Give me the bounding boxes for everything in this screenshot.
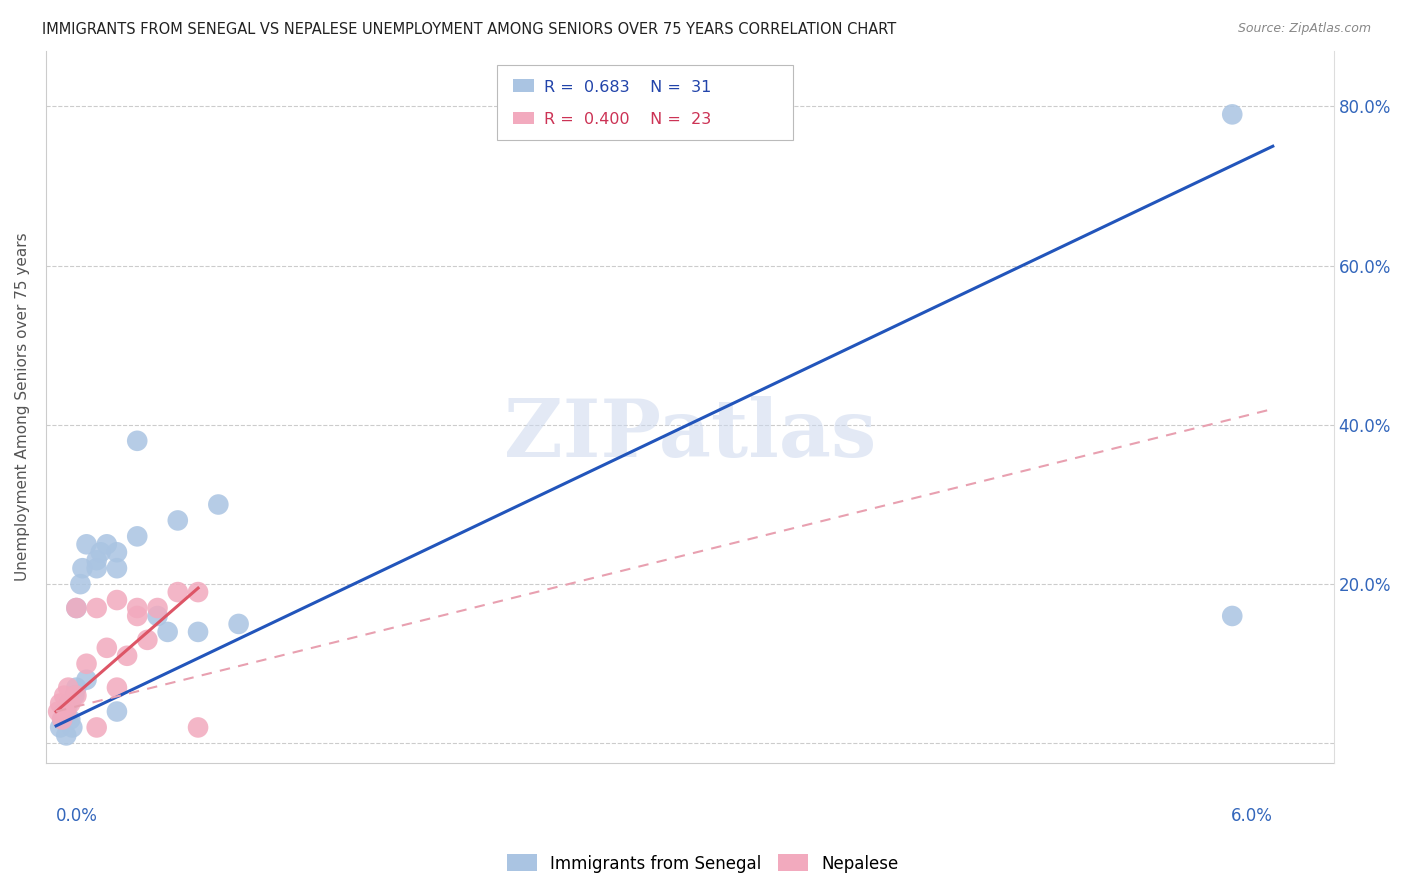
- FancyBboxPatch shape: [513, 112, 534, 124]
- Point: [69, 577, 91, 591]
- Point: [53, 689, 76, 703]
- Point: [51, 713, 73, 727]
- Point: [90, 545, 112, 559]
- Text: R =  0.400    N =  23: R = 0.400 N = 23: [544, 112, 711, 127]
- Point: [146, 609, 169, 624]
- Text: Source: ZipAtlas.com: Source: ZipAtlas.com: [1237, 22, 1371, 36]
- FancyBboxPatch shape: [513, 79, 534, 92]
- Point: [60, 721, 83, 735]
- Point: [65, 601, 87, 615]
- Point: [1220, 107, 1243, 121]
- Point: [136, 632, 159, 647]
- Point: [187, 721, 209, 735]
- Point: [58, 697, 80, 711]
- Text: IMMIGRANTS FROM SENEGAL VS NEPALESE UNEMPLOYMENT AMONG SENIORS OVER 75 YEARS COR: IMMIGRANTS FROM SENEGAL VS NEPALESE UNEM…: [42, 22, 897, 37]
- Point: [115, 648, 138, 663]
- Text: R =  0.683    N =  31: R = 0.683 N = 31: [544, 79, 711, 95]
- Point: [76, 657, 98, 671]
- Point: [127, 434, 149, 448]
- Point: [53, 705, 76, 719]
- Point: [156, 624, 179, 639]
- Point: [105, 561, 128, 575]
- Point: [166, 513, 188, 527]
- Point: [59, 713, 82, 727]
- Point: [105, 545, 128, 559]
- Point: [96, 537, 118, 551]
- Point: [59, 697, 82, 711]
- Point: [166, 585, 188, 599]
- Point: [55, 705, 77, 719]
- Point: [86, 601, 108, 615]
- Point: [207, 498, 229, 512]
- Point: [76, 537, 98, 551]
- Point: [86, 721, 108, 735]
- Y-axis label: Unemployment Among Seniors over 75 years: Unemployment Among Seniors over 75 years: [15, 233, 30, 582]
- Point: [76, 673, 98, 687]
- Text: 6.0%: 6.0%: [1230, 807, 1272, 825]
- Point: [105, 593, 128, 607]
- Point: [65, 689, 87, 703]
- Point: [86, 553, 108, 567]
- Point: [65, 681, 87, 695]
- Point: [228, 616, 250, 631]
- Point: [187, 585, 209, 599]
- Point: [51, 713, 73, 727]
- Point: [58, 681, 80, 695]
- Point: [127, 529, 149, 543]
- Point: [55, 728, 77, 742]
- Legend: Immigrants from Senegal, Nepalese: Immigrants from Senegal, Nepalese: [501, 847, 905, 880]
- Point: [46, 705, 69, 719]
- Point: [63, 689, 86, 703]
- FancyBboxPatch shape: [496, 65, 793, 140]
- Point: [65, 601, 87, 615]
- Point: [127, 601, 149, 615]
- Point: [187, 624, 209, 639]
- Text: 0.0%: 0.0%: [56, 807, 98, 825]
- Point: [105, 705, 128, 719]
- Point: [127, 609, 149, 624]
- Point: [146, 601, 169, 615]
- Point: [96, 640, 118, 655]
- Point: [49, 721, 72, 735]
- Point: [86, 561, 108, 575]
- Point: [1220, 609, 1243, 624]
- Point: [72, 561, 94, 575]
- Point: [49, 697, 72, 711]
- Point: [105, 681, 128, 695]
- Text: ZIPatlas: ZIPatlas: [503, 396, 876, 475]
